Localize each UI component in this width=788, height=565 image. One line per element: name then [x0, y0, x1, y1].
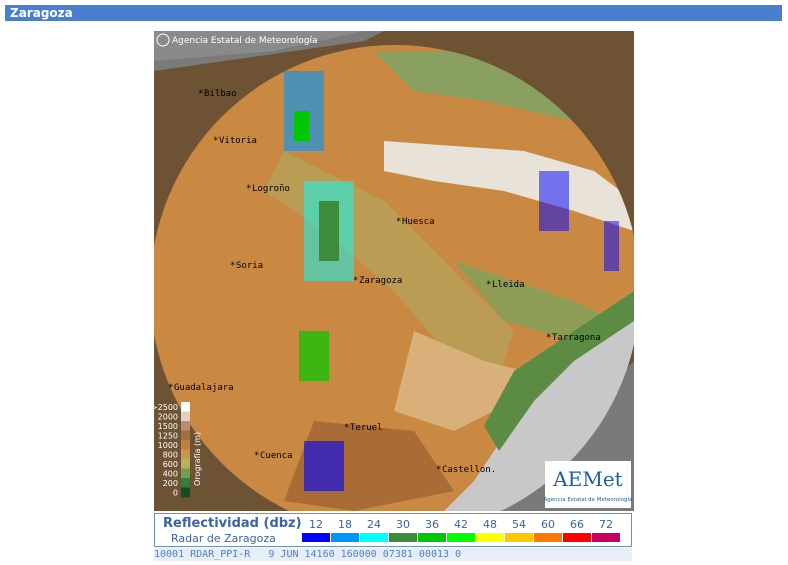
- legend-swatch: [592, 533, 620, 542]
- header-title: Zaragoza: [5, 5, 782, 21]
- legend-swatch: [505, 533, 533, 542]
- orography-swatch: [181, 402, 190, 412]
- orography-swatch: [181, 411, 190, 422]
- city-marker: *: [546, 333, 551, 343]
- legend-level: 30: [396, 518, 410, 531]
- radar-disc: [154, 45, 634, 511]
- orography-label: 1250: [158, 432, 178, 441]
- orography-swatch: [181, 440, 190, 450]
- city-label: Cuenca: [260, 451, 293, 461]
- city-marker: *: [486, 280, 491, 290]
- legend-swatch: [360, 533, 388, 542]
- orography-swatch: [181, 459, 190, 469]
- city-marker: *: [254, 451, 259, 461]
- legend-swatch: [389, 533, 417, 542]
- orography-title: Orografía (m): [193, 432, 202, 486]
- legend-level: 12: [309, 518, 323, 531]
- city-label: Castellon.: [442, 465, 496, 475]
- orography-label: >2500: [154, 403, 178, 412]
- city-marker: *: [168, 383, 173, 393]
- orography-label: 1000: [158, 441, 178, 450]
- orography-label: 0: [173, 489, 178, 498]
- city-marker: *: [230, 261, 235, 271]
- city-label: Bilbao: [204, 89, 237, 99]
- city-marker: *: [353, 276, 358, 286]
- orography-swatch: [181, 449, 190, 460]
- logo-name: AEMet: [552, 467, 622, 491]
- legend: Reflectividad (dbz) Radar de Zaragoza 12…: [154, 513, 632, 547]
- legend-level: 54: [512, 518, 526, 531]
- city-marker: *: [246, 184, 251, 194]
- legend-swatch: [534, 533, 562, 542]
- legend-subtitle: Radar de Zaragoza: [171, 532, 276, 545]
- legend-swatch: [447, 533, 475, 542]
- orography-label: 200: [163, 479, 178, 488]
- orography-label: 800: [163, 451, 178, 460]
- copyright-icon: [156, 33, 170, 47]
- legend-scale: 12 18 24 30 36 42 48 54 60 66 72: [302, 518, 620, 542]
- city-label: Teruel: [350, 423, 383, 433]
- orography-swatch: [181, 430, 190, 441]
- orography-label: 600: [163, 460, 178, 469]
- city-label: Guadalajara: [174, 383, 234, 393]
- legend-swatch: [563, 533, 591, 542]
- city-label: Lleida: [492, 280, 525, 290]
- legend-swatch: [418, 533, 446, 542]
- legend-swatch: [476, 533, 504, 542]
- city-label: Vitoria: [219, 136, 257, 146]
- orography-swatch: [181, 468, 190, 479]
- legend-level: 18: [338, 518, 352, 531]
- city-marker: *: [396, 217, 401, 227]
- copyright: Agencia Estatal de Meteorología: [172, 36, 318, 46]
- city-label: Soria: [236, 261, 263, 271]
- sea-outside: [154, 31, 364, 61]
- legend-level: 42: [454, 518, 468, 531]
- city-marker: *: [198, 89, 203, 99]
- legend-level: 60: [541, 518, 555, 531]
- city-marker: *: [436, 465, 441, 475]
- orography-label: 400: [163, 470, 178, 479]
- legend-level: 48: [483, 518, 497, 531]
- orography-label: 1500: [158, 422, 178, 431]
- status-line: 10001 RDAR_PPI-R 9 JUN 14160 160000 0738…: [154, 548, 632, 561]
- city-label: Huesca: [402, 217, 435, 227]
- city-marker: *: [213, 136, 218, 146]
- orography-swatch: [181, 487, 190, 498]
- legend-level: 24: [367, 518, 381, 531]
- legend-level: 36: [425, 518, 439, 531]
- legend-title: Reflectividad (dbz): [163, 516, 302, 531]
- logo-caption: Agencia Estatal de Meteorología: [544, 496, 633, 503]
- orography-label: 2000: [158, 413, 178, 422]
- legend-swatch: [302, 533, 330, 542]
- city-marker: *: [344, 423, 349, 433]
- legend-swatch: [331, 533, 359, 542]
- city-label: Zaragoza: [359, 276, 402, 286]
- logo-box: [545, 461, 631, 508]
- city-label: Tarragona: [552, 333, 601, 343]
- legend-level: 66: [570, 518, 584, 531]
- radar-map: Agencia Estatal de Meteorología Bilbao*V…: [154, 31, 634, 511]
- legend-level: 72: [599, 518, 613, 531]
- orography-swatch: [181, 421, 190, 431]
- city-label: Logroño: [252, 184, 290, 194]
- radar-echoes: [284, 71, 619, 491]
- orography-swatch: [181, 478, 190, 488]
